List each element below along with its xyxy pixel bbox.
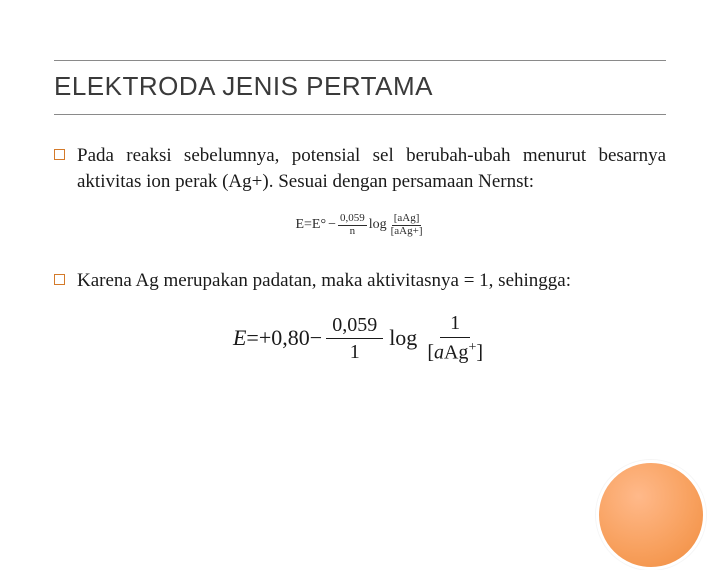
eq1-coef-fraction: 0,059 n	[338, 213, 367, 237]
eq1-lhs: E=E°	[295, 217, 326, 233]
page-title: ELEKTRODA JENIS PERTAMA	[54, 71, 666, 102]
eq1-minus: −	[328, 217, 336, 233]
equation-2-content: E = +0,80 − 0,059 1 log 1 [aAg+]	[233, 312, 487, 365]
eq2-ratio-den: [aAg+]	[423, 338, 487, 365]
eq2-E: E	[233, 325, 246, 351]
bullet-item: Pada reaksi sebelumnya, potensial sel be…	[54, 143, 666, 195]
eq2-den-open: [	[427, 341, 434, 363]
eq2-value: +0,80	[259, 325, 310, 351]
title-band: ELEKTRODA JENIS PERTAMA	[54, 60, 666, 115]
decorative-circle-icon	[596, 460, 706, 570]
eq1-log: log	[369, 217, 387, 233]
eq2-den-close: ]	[476, 341, 483, 363]
eq2-den-a: a	[434, 341, 444, 363]
equation-1-content: E=E° − 0,059 n log [aAg] [aAg+]	[295, 213, 424, 237]
bullet-item: Karena Ag merupakan padatan, maka aktivi…	[54, 268, 666, 294]
equation-1: E=E° − 0,059 n log [aAg] [aAg+]	[54, 213, 666, 237]
eq1-ratio-fraction: [aAg] [aAg+]	[389, 213, 425, 237]
eq1-coef-den: n	[348, 226, 358, 238]
slide: ELEKTRODA JENIS PERTAMA Pada reaksi sebe…	[0, 0, 720, 540]
eq2-coef-num: 0,059	[326, 314, 383, 339]
eq2-ratio-fraction: 1 [aAg+]	[423, 312, 487, 365]
bullet-text: Karena Ag merupakan padatan, maka aktivi…	[77, 268, 666, 294]
square-bullet-icon	[54, 274, 65, 285]
equation-2: E = +0,80 − 0,059 1 log 1 [aAg+]	[54, 312, 666, 365]
eq2-log: log	[389, 325, 417, 351]
eq2-coef-fraction: 0,059 1	[326, 314, 383, 363]
eq1-ratio-den: [aAg+]	[389, 226, 425, 238]
square-bullet-icon	[54, 149, 65, 160]
bullet-text: Pada reaksi sebelumnya, potensial sel be…	[77, 143, 666, 195]
eq2-equals: =	[246, 325, 258, 351]
eq2-den-ag: Ag	[444, 341, 468, 363]
eq2-ratio-num: 1	[440, 312, 470, 338]
eq2-minus: −	[310, 325, 322, 351]
eq2-coef-den: 1	[344, 339, 366, 363]
